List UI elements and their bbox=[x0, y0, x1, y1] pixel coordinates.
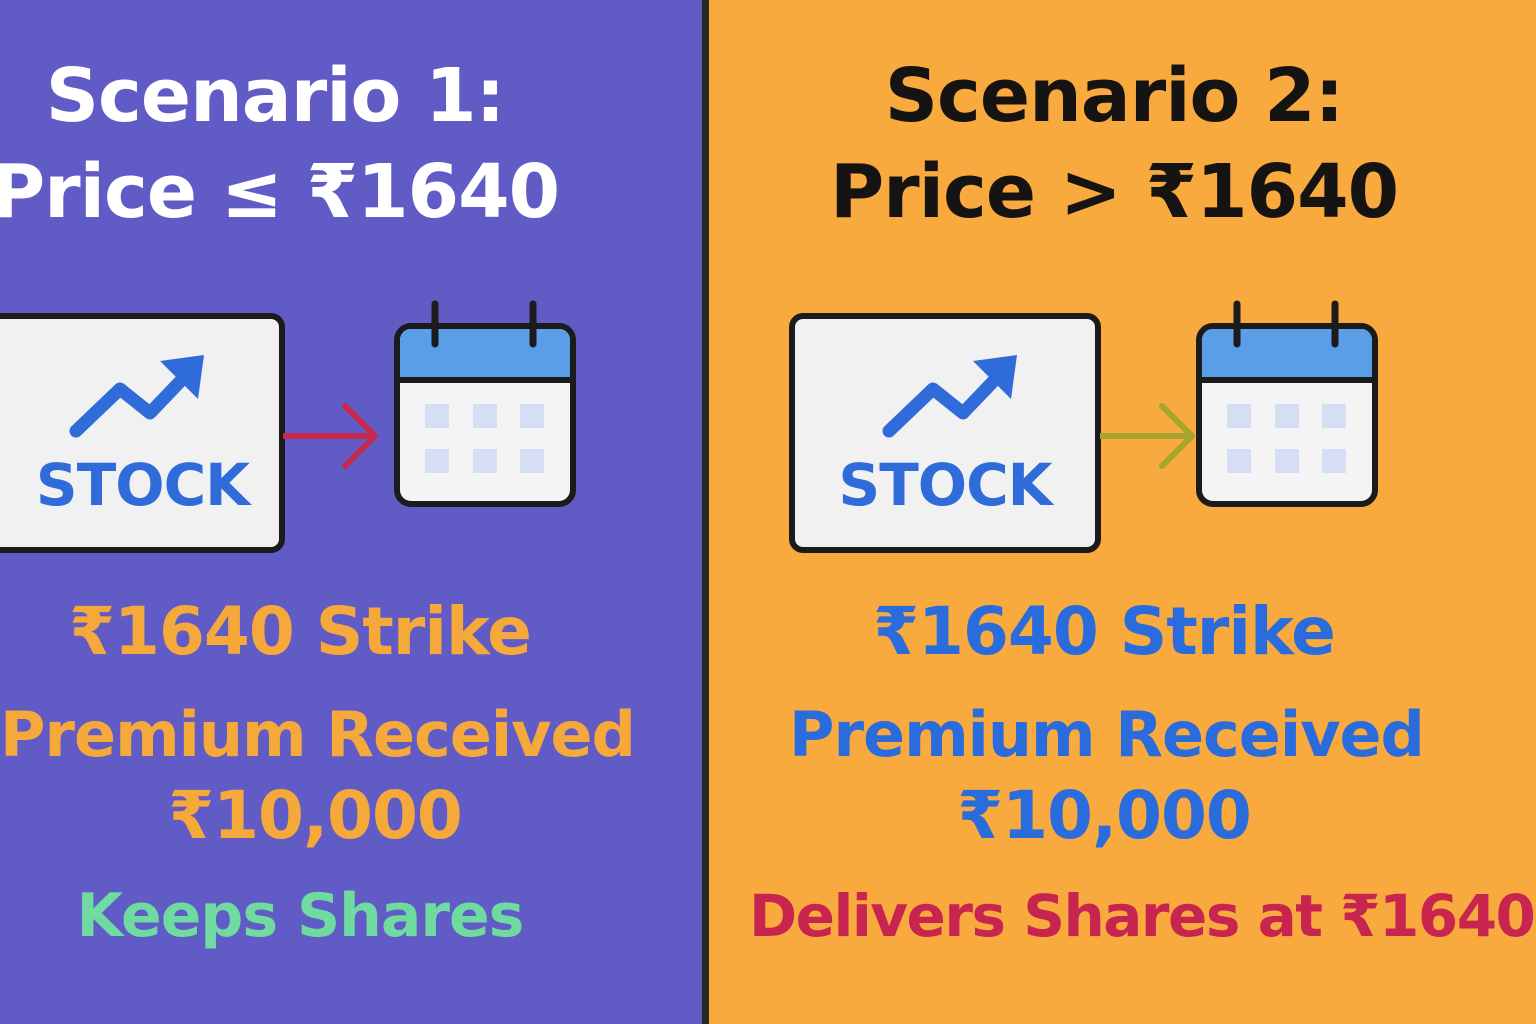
trend-up-icon bbox=[69, 355, 204, 438]
strike-price: ₹1640 Strike bbox=[873, 593, 1336, 670]
outcome-text: Keeps Shares bbox=[76, 881, 525, 951]
scenario-1-title-line1: Scenario 1: bbox=[45, 53, 506, 139]
scenario-1-panel: Scenario 1: Price ≤ ₹1640 STOCK bbox=[0, 0, 702, 1024]
panel-divider bbox=[702, 0, 709, 1024]
premium-amount: ₹10,000 bbox=[168, 777, 463, 854]
scenario-2-panel: Scenario 2: Price > ₹1640 STOCK bbox=[709, 0, 1536, 1024]
calendar-icon bbox=[394, 300, 576, 507]
scenario-1-title-line2: Price ≤ ₹1640 bbox=[0, 149, 560, 235]
stock-label: STOCK bbox=[35, 451, 250, 519]
arrow-right-icon bbox=[283, 403, 378, 469]
arrow-right-icon bbox=[1100, 403, 1195, 469]
scenario-2-title-line1: Scenario 2: bbox=[884, 53, 1345, 139]
stock-card: STOCK bbox=[0, 313, 285, 553]
scenario-2-title: Scenario 2: Price > ₹1640 bbox=[824, 48, 1404, 240]
scenario-1-title: Scenario 1: Price ≤ ₹1640 bbox=[0, 48, 565, 240]
stock-card: STOCK bbox=[789, 313, 1101, 553]
calendar-icon bbox=[1196, 300, 1378, 507]
outcome-text: Delivers Shares at ₹1640 bbox=[749, 882, 1536, 950]
scenario-2-title-line2: Price > ₹1640 bbox=[829, 149, 1399, 235]
premium-label: Premium Received bbox=[789, 698, 1425, 771]
premium-amount: ₹10,000 bbox=[957, 777, 1252, 854]
trend-up-icon bbox=[882, 355, 1017, 438]
stock-label: STOCK bbox=[838, 451, 1052, 519]
premium-label: Premium Received bbox=[0, 698, 636, 771]
strike-price: ₹1640 Strike bbox=[69, 593, 532, 670]
